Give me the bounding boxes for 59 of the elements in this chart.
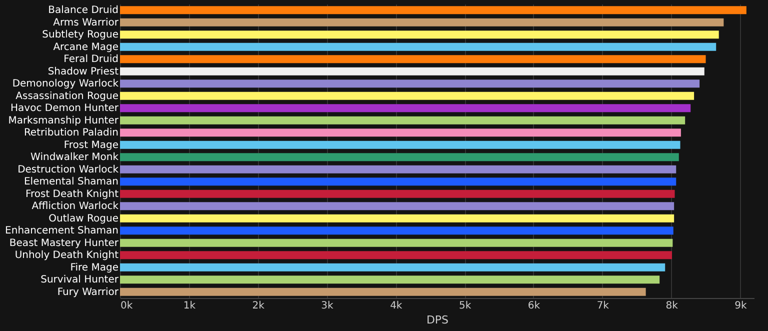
x-tick-label: 8k [666,300,678,312]
y-tick-label: Arms Warrior [53,17,120,28]
bar [120,263,666,272]
bar [120,30,719,39]
y-tick-label: Destruction Warlock [18,164,119,176]
x-tick-label: 3k [321,300,334,312]
bar [120,55,706,64]
y-tick-label: Subtlety Rogue [42,30,118,41]
bar [120,6,746,14]
x-axis-title: DPS [426,314,449,326]
y-tick-label: Balance Druid [48,5,118,16]
x-tick-label: 4k [390,300,402,312]
y-tick-label: Frost Death Knight [25,188,119,200]
bar [120,202,674,210]
x-tick-label: 6k [528,300,540,312]
bar [120,140,680,149]
bar [120,67,704,76]
y-tick-label: Windwalker Monk [30,152,119,164]
bar [120,104,691,112]
y-tick-label: Feral Druid [64,54,118,66]
y-tick-label: Arcane Mage [53,42,118,53]
y-tick-label: Retribution Paladin [24,128,118,139]
bar [120,92,694,100]
y-tick-label: Fury Warrior [57,286,120,298]
y-tick-label: Assassination Rogue [16,90,118,102]
bar [120,251,672,260]
bar [120,238,673,247]
y-tick-label: Affliction Warlock [32,201,119,212]
y-tick-label: Survival Hunter [40,274,120,286]
y-tick-label: Shadow Priest [48,66,119,78]
x-tick-label: 7k [596,300,610,312]
x-tick-label: 1k [183,300,196,312]
y-tick-label: Havoc Demon Hunter [10,103,120,114]
y-tick-label: Marksmanship Hunter [8,115,120,126]
bar [120,42,716,51]
bar [120,226,674,235]
y-tick-label: Enhancement Shaman [5,226,118,237]
bar [120,165,676,174]
bar [120,214,674,222]
y-tick-label: Unholy Death Knight [14,250,119,262]
bar [120,18,724,26]
bar [120,178,676,186]
bar [120,288,646,296]
x-tick-label: 5k [458,300,472,312]
bar [120,190,675,198]
y-tick-label: Frost Mage [64,140,118,151]
y-tick-label: Elemental Shaman [24,176,118,188]
bar [120,80,700,88]
y-tick-label: Beast Mastery Hunter [9,238,120,249]
bar [120,276,660,284]
bar [120,128,681,137]
bar [120,116,686,124]
y-tick-label: Fire Mage [70,262,118,274]
y-tick-label: Outlaw Rogue [48,213,118,224]
bar [120,153,679,162]
y-tick-label: Demonology Warlock [12,78,119,90]
x-tick-label: 9k [734,300,747,312]
x-tick-label: 0k [120,300,133,312]
x-tick-label: 2k [252,300,265,312]
